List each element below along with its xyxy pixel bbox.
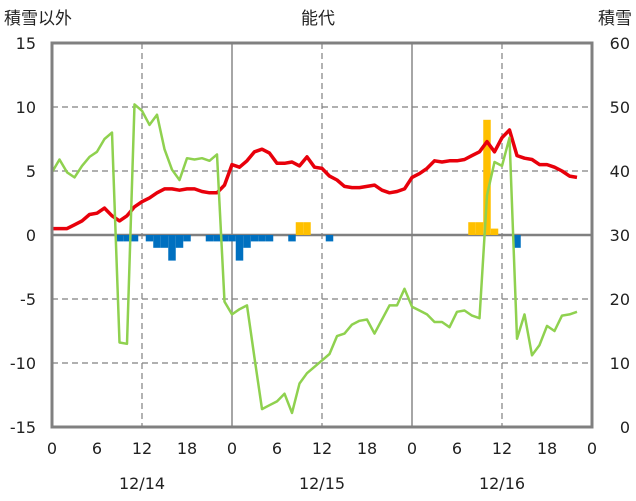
bar [115,235,124,242]
left-tick-label: 5 [26,162,36,181]
date-label: 12/14 [119,474,165,493]
x-tick-label: 18 [357,439,377,458]
left-tick-label: 10 [16,98,36,117]
plot-frame [50,41,594,429]
bar [468,222,476,235]
bar [228,235,236,242]
x-tick-label: 12 [312,439,332,458]
x-tick-label: 12 [132,439,152,458]
bar [265,235,274,242]
x-tick-label: 6 [92,439,102,458]
bar [220,235,229,242]
bar [243,235,251,248]
left-tick-label: -5 [20,290,36,309]
series-line [50,103,578,415]
x-axis-ticks: 0 6 12 18 0 6 12 18 0 6 12 18 0 [47,439,597,458]
x-tick-label: 18 [177,439,197,458]
bar [123,235,131,242]
bar [205,235,214,242]
series-lines [50,103,578,429]
bar [153,235,161,248]
left-axis-label: 積雪以外 [4,9,72,29]
right-axis-ticks: 60 50 40 30 20 10 0 [610,34,630,437]
bar [483,119,491,235]
bar [325,235,334,242]
left-tick-label: -10 [10,354,36,373]
bar [168,235,176,261]
x-tick-label: 0 [227,439,237,458]
bar [295,222,304,235]
right-tick-label: 50 [610,98,630,117]
bar [213,235,221,242]
date-labels: 12/14 12/15 12/16 [119,474,525,493]
x-tick-label: 0 [587,439,597,458]
bar [513,235,521,248]
bar [235,235,244,261]
bar [250,235,259,242]
bar [288,235,296,242]
right-tick-label: 40 [610,162,630,181]
series-line [52,128,578,231]
bar [475,222,484,235]
bar [303,222,311,235]
x-tick-label: 6 [452,439,462,458]
left-tick-label: 0 [26,226,36,245]
bars [115,119,521,261]
bar [130,235,139,242]
x-tick-label: 6 [272,439,282,458]
x-tick-label: 12 [492,439,512,458]
right-tick-label: 20 [610,290,630,309]
grid-lines [52,43,592,427]
right-axis-label: 積雪 [598,9,632,29]
bar [145,235,154,242]
chart-title: 能代 [301,9,335,29]
left-tick-label: -15 [10,418,36,437]
date-label: 12/15 [299,474,345,493]
right-tick-label: 30 [610,226,630,245]
right-tick-label: 0 [620,418,630,437]
x-tick-label: 0 [407,439,417,458]
right-tick-label: 60 [610,34,630,53]
x-tick-label: 18 [537,439,557,458]
date-label: 12/16 [479,474,525,493]
x-tick-label: 0 [47,439,57,458]
bar [183,235,191,242]
bar [490,228,499,235]
left-tick-label: 15 [16,34,36,53]
bar [160,235,169,248]
right-tick-label: 10 [610,354,630,373]
bar [175,235,184,248]
bar [258,235,266,242]
left-axis-ticks: 15 10 5 0 -5 -10 -15 [10,34,36,437]
